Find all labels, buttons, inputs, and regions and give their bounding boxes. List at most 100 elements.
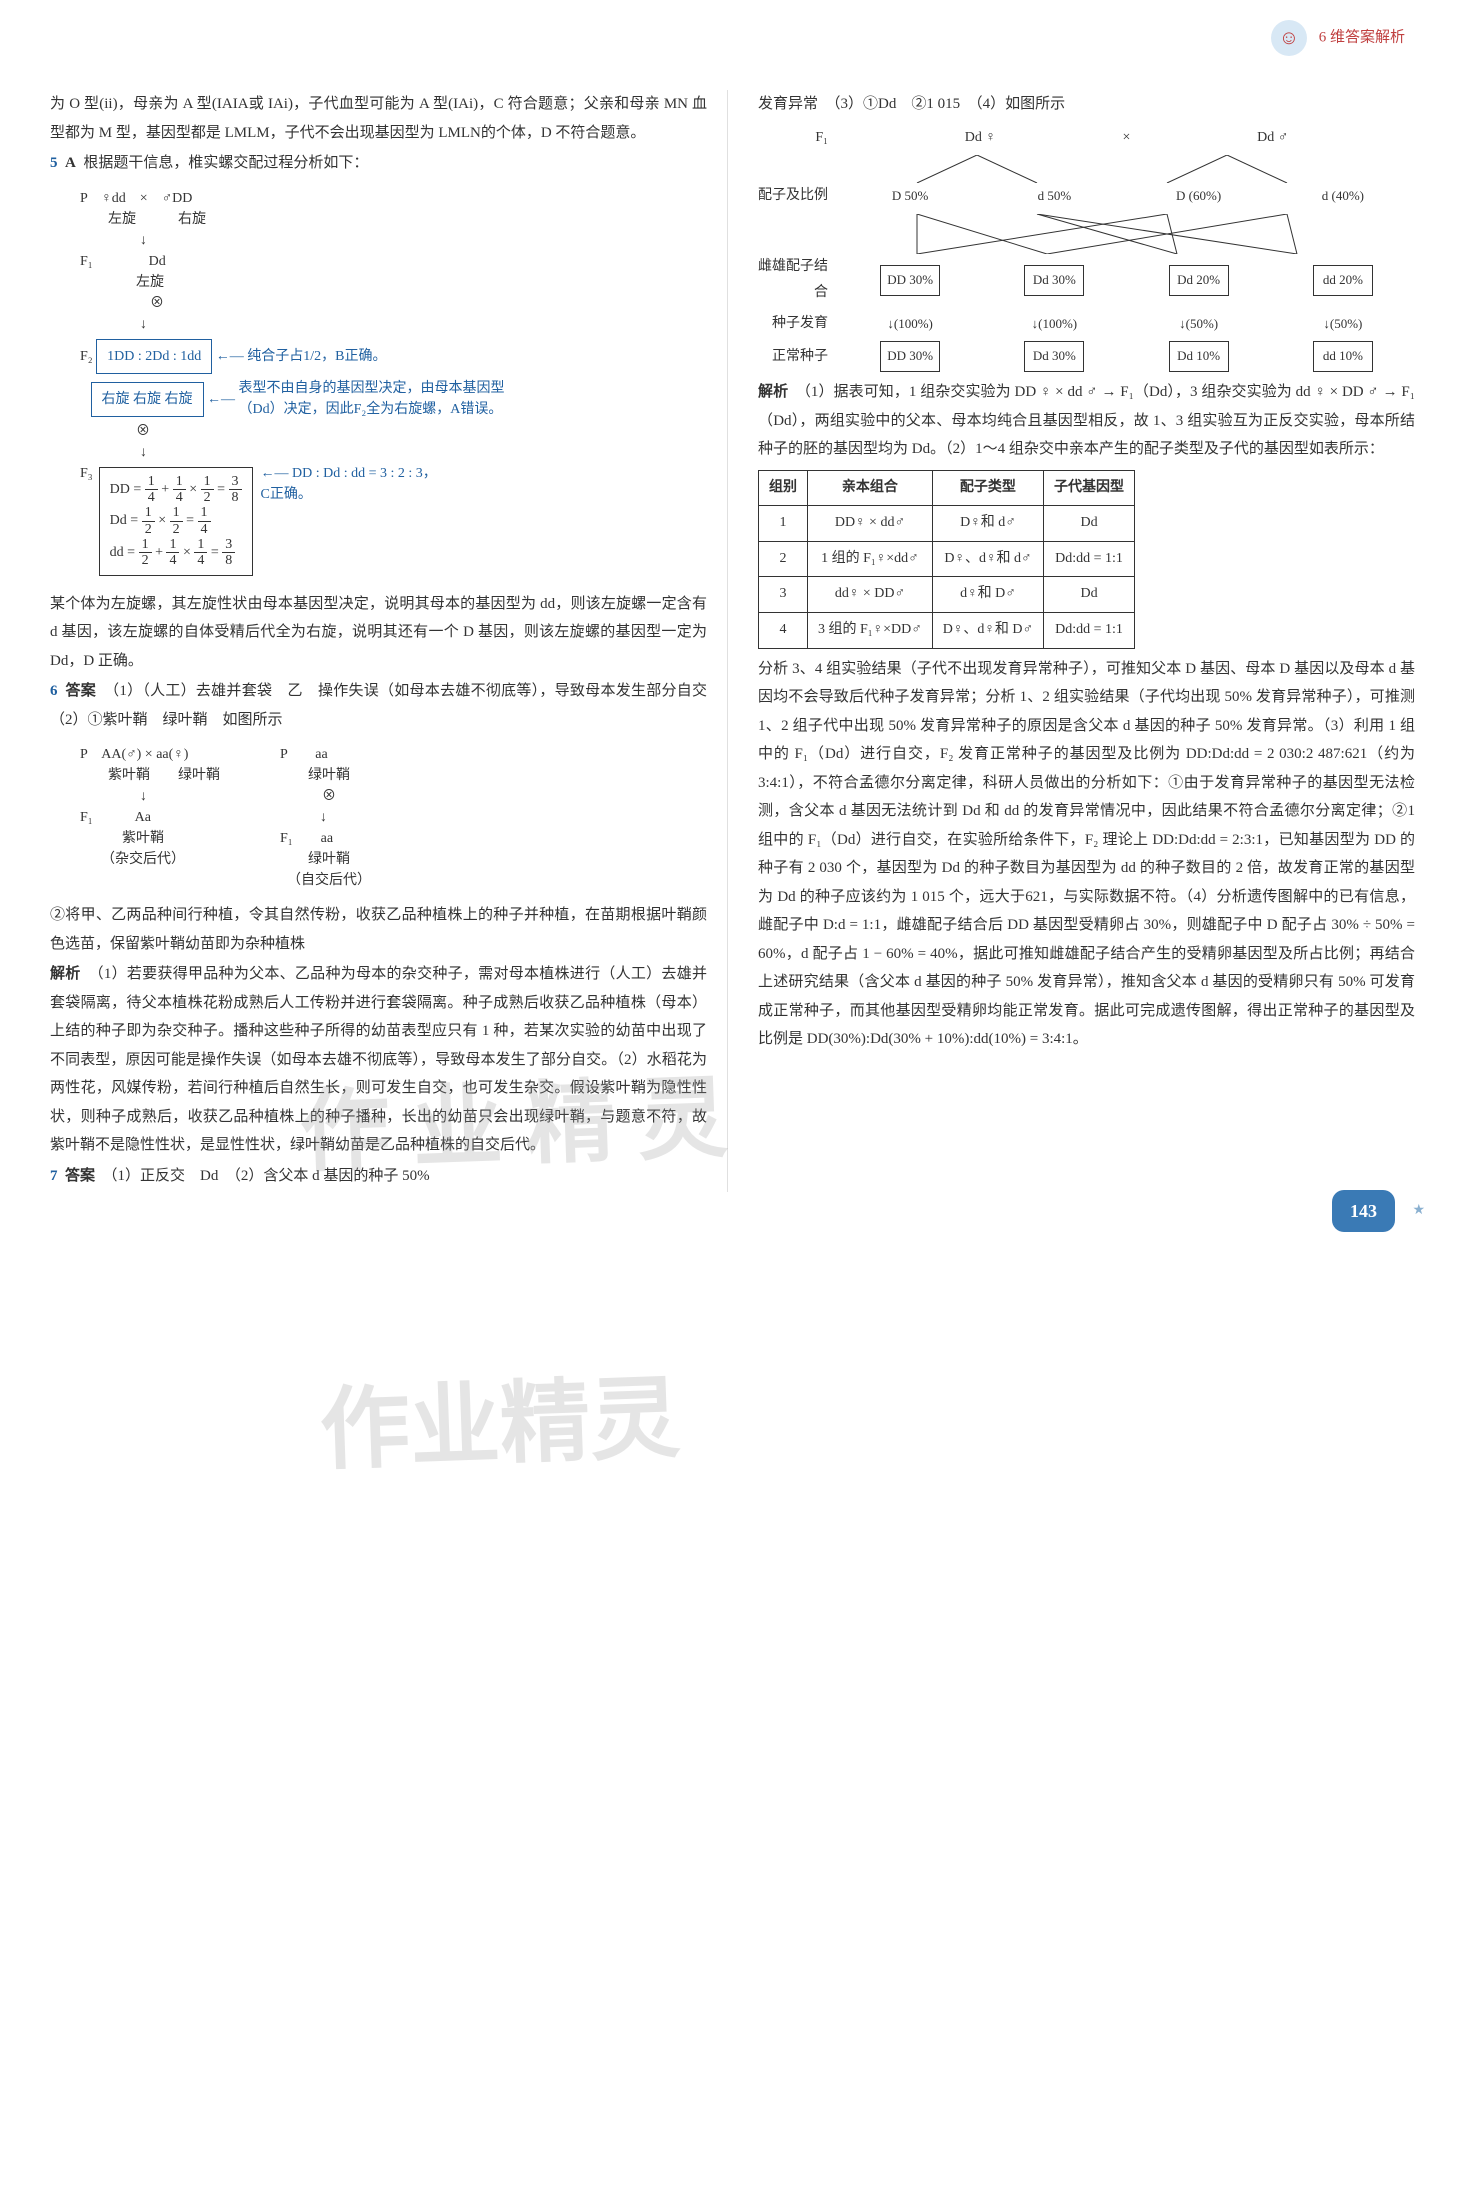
td: Dd:dd = 1:1	[1044, 613, 1135, 649]
td: 3	[759, 577, 808, 613]
n3: Dd 10%	[1169, 341, 1229, 372]
d5-note1: 纯合子占1/2，B正确。	[247, 349, 386, 364]
n1: DD 30%	[880, 341, 940, 372]
para: 分析 3、4 组实验结果（子代不出现发育异常种子），可推知父本 D 基因、母本 …	[758, 655, 1415, 1054]
q7: 7 答案 （1）正反交 Dd （2）含父本 d 基因的种子 50%	[50, 1162, 707, 1191]
td: 2	[759, 541, 808, 577]
d5-f3-note: ←— DD : Dd : dd = 3 : 2 : 3，C正确。	[261, 463, 441, 505]
tree-connector	[827, 155, 1347, 183]
page-number: 143	[1332, 1190, 1395, 1232]
q7-label: 答案	[65, 1168, 95, 1184]
para: 某个体为左旋螺，其左旋性状由母本基因型决定，说明其母本的基因型为 dd，则该左旋…	[50, 590, 707, 676]
td: d♀和 D♂	[932, 577, 1043, 613]
diagram-q5: P ♀dd × ♂DD 左旋 右旋 ↓ F₁ Dd 左旋 ⊗ ↓ F₂ 1DD …	[80, 188, 707, 580]
d2-val: (100%)	[1038, 316, 1077, 331]
d1: ↓(100%)	[880, 312, 940, 337]
q6-text: （1）（人工）去雄并套袋 乙 操作失误（如母本去雄不彻底等），导致母本发生部分自…	[50, 683, 722, 728]
q6r-plabel: 绿叶鞘	[280, 765, 371, 786]
d3: ↓(50%)	[1169, 312, 1229, 337]
tree-f1-left: Dd ♀	[838, 125, 1123, 152]
f3-eq2: Dd = 12 × 12 = 14	[110, 505, 242, 537]
td: 1 组的 F₁♀×dd♂	[808, 541, 933, 577]
tree-f1-label: F₁	[758, 125, 838, 152]
analysis-label: 解析	[50, 966, 81, 982]
td: 3 组的 F₁♀×DD♂	[808, 613, 933, 649]
c3: Dd 20%	[1169, 265, 1229, 296]
page-body: 为 O 型(ii)，母亲为 A 型(IAIA或 IAi)，子代血型可能为 A 型…	[50, 90, 1415, 1192]
left-column: 为 O 型(ii)，母亲为 A 型(IAIA或 IAi)，子代血型可能为 A 型…	[50, 90, 728, 1192]
c1: DD 30%	[880, 265, 940, 296]
q6l-f1label: 紫叶鞘	[80, 828, 220, 849]
g2: d 50%	[1024, 184, 1084, 209]
para: 发育异常 （3）①Dd ②1 015 （4）如图所示	[758, 90, 1415, 119]
analysis-text: （1）据表可知，1 组杂交实验为 DD ♀ × dd ♂ → F₁（Dd），3 …	[758, 384, 1415, 457]
td: 1	[759, 506, 808, 542]
td: D♀、d♀和 d♂	[932, 541, 1043, 577]
q6r-f1: F₁ aa	[280, 828, 371, 849]
td: Dd:dd = 1:1	[1044, 541, 1135, 577]
d5-f3-label: F₃	[80, 463, 93, 484]
q6: 6 答案 （1）（人工）去雄并套袋 乙 操作失误（如母本去雄不彻底等），导致母本…	[50, 677, 707, 734]
q6r-f1note: （自交后代）	[280, 870, 371, 891]
d5-plabel: 左旋 右旋	[80, 209, 707, 230]
td: Dd	[1044, 506, 1135, 542]
td: D♀和 d♂	[932, 506, 1043, 542]
n4: dd 10%	[1313, 341, 1373, 372]
d4-val: (50%)	[1330, 316, 1363, 331]
cross-symbol: ×	[1123, 125, 1131, 152]
d5-f2-pheno: 右旋 右旋 右旋	[91, 382, 204, 417]
n2: Dd 30%	[1024, 341, 1084, 372]
th: 子代基因型	[1044, 470, 1135, 506]
th: 配子类型	[932, 470, 1043, 506]
q6l-f1note: （杂交后代）	[80, 849, 220, 870]
d5-p: P ♀dd × ♂DD	[80, 188, 707, 209]
para-analysis: 解析 （1）据表可知，1 组杂交实验为 DD ♀ × dd ♂ → F₁（Dd）…	[758, 378, 1415, 464]
g1: D 50%	[880, 184, 940, 209]
th: 组别	[759, 470, 808, 506]
q5-ans: A	[65, 155, 76, 171]
arrow-right: ←—	[216, 349, 248, 364]
arrow-down: ↓	[140, 314, 707, 335]
arrow-down: ↓	[140, 786, 220, 807]
watermark: 作业精灵	[317, 1334, 683, 1517]
d5-f1: F₁ Dd	[80, 251, 707, 272]
tree-diagram: F₁ Dd ♀ × Dd ♂ 配子及比例 D 50% d 50% D (60%)…	[758, 125, 1415, 373]
cross-table: 组别 亲本组合 配子类型 子代基因型 1 DD♀ × dd♂ D♀和 d♂ Dd…	[758, 470, 1135, 649]
td: Dd	[1044, 577, 1135, 613]
d5-f1label: 左旋	[80, 272, 707, 293]
q7-text: （1）正反交 Dd （2）含父本 d 基因的种子 50%	[103, 1168, 430, 1184]
q6l-f1: F₁ Aa	[80, 807, 220, 828]
f3-eq3: dd = 12 + 14 × 14 = 38	[110, 537, 242, 569]
g3: D (60%)	[1169, 184, 1229, 209]
d2: ↓(100%)	[1024, 312, 1084, 337]
para: 为 O 型(ii)，母亲为 A 型(IAIA或 IAi)，子代血型可能为 A 型…	[50, 90, 707, 147]
d5-self: ⊗	[80, 293, 707, 314]
td: D♀、d♀和 D♂	[932, 613, 1043, 649]
tree-cross-connector	[827, 214, 1347, 254]
c4: dd 20%	[1313, 265, 1373, 296]
q6-label: 答案	[66, 683, 97, 699]
header-text: 6 维答案解析	[1319, 29, 1405, 45]
header-icon: ☺	[1271, 20, 1307, 56]
star-icon: ★	[1412, 1198, 1425, 1225]
f3-box: DD = 14 + 14 × 12 = 38 Dd = 12 × 12 = 14…	[99, 467, 253, 576]
right-column: 发育异常 （3）①Dd ②1 015 （4）如图所示 F₁ Dd ♀ × Dd …	[758, 90, 1415, 1192]
diagram-q6: P AA(♂) × aa(♀) 紫叶鞘 绿叶鞘 ↓ F₁ Aa 紫叶鞘 （杂交后…	[80, 744, 707, 891]
d5-f2-row: F₂ 1DD : 2Dd : 1dd ←— 纯合子占1/2，B正确。	[80, 335, 707, 378]
arrow-down: ↓	[320, 807, 371, 828]
header-section: ☺ 6 维答案解析	[1271, 20, 1405, 56]
arrow-right: ←—	[207, 392, 239, 407]
f3-eq1: DD = 14 + 14 × 12 = 38	[110, 474, 242, 506]
para: ②将甲、乙两品种间行种植，令其自然传粉，收获乙品种植株上的种子并种植，在苗期根据…	[50, 901, 707, 958]
q5-num: 5	[50, 155, 58, 171]
tree-norm-label: 正常种子	[758, 344, 838, 371]
d5-f3-row: F₃ DD = 14 + 14 × 12 = 38 Dd = 12 × 12 =…	[80, 463, 707, 580]
q6l-p: P AA(♂) × aa(♀)	[80, 744, 220, 765]
d5-note2: 表型不由自身的基因型决定，由母本基因型（Dd）决定，因此F₂全为右旋螺，A错误。	[239, 378, 509, 420]
d5-f2-pheno-row: 右旋 右旋 右旋 ←— 表型不由自身的基因型决定，由母本基因型（Dd）决定，因此…	[80, 378, 707, 421]
q6-right-cross: P aa 绿叶鞘 ⊗ ↓ F₁ aa 绿叶鞘 （自交后代）	[280, 744, 371, 891]
d5-f2-box: 1DD : 2Dd : 1dd	[96, 339, 212, 374]
q5: 5 A 根据题干信息，椎实螺交配过程分析如下：	[50, 149, 707, 178]
c2: Dd 30%	[1024, 265, 1084, 296]
q6r-f1label: 绿叶鞘	[280, 849, 371, 870]
